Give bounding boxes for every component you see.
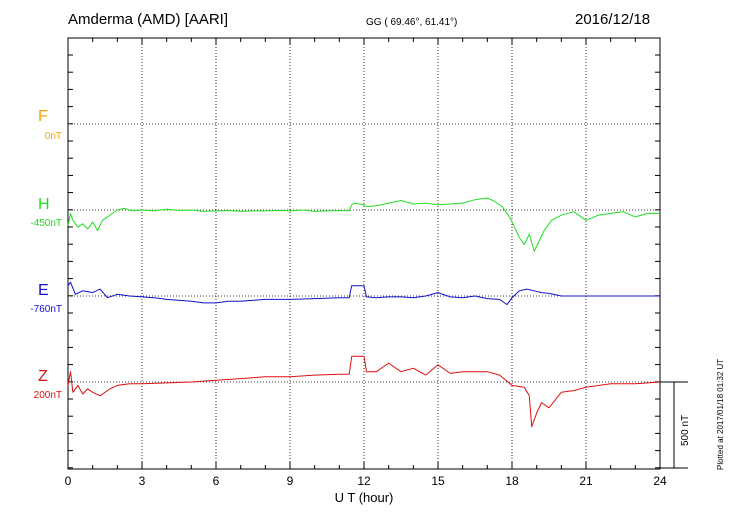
station-title: Amderma (AMD) [AARI] [68,11,229,28]
component-baseline-h: -450nT [30,218,62,229]
geographic-coords: GG ( 69.46°, 61.41°) [366,17,458,28]
x-tick-label: 0 [64,474,72,488]
component-label-h: H [38,196,50,213]
component-baseline-e: -760nT [30,304,62,315]
series-line-h [67,197,660,252]
component-baseline-z: 200nT [33,390,62,401]
x-tick-label: 24 [653,474,667,488]
x-tick-label: 15 [431,474,445,488]
component-baseline-f: 0nT [44,131,62,142]
chart-date: 2016/12/18 [575,11,651,28]
component-label-e: E [38,282,49,299]
x-tick-label: 6 [212,474,220,488]
x-tick-label: 21 [579,474,593,488]
x-tick-label: 12 [357,474,371,488]
x-tick-label: 18 [505,474,519,488]
component-label-z: Z [38,368,48,385]
series-line-e [67,281,660,306]
series-line-z [67,355,661,428]
x-tick-label: 9 [286,474,294,488]
x-tick-label: 3 [138,474,146,488]
x-axis-label: U T (hour) [334,490,394,505]
component-label-f: F [38,108,48,125]
